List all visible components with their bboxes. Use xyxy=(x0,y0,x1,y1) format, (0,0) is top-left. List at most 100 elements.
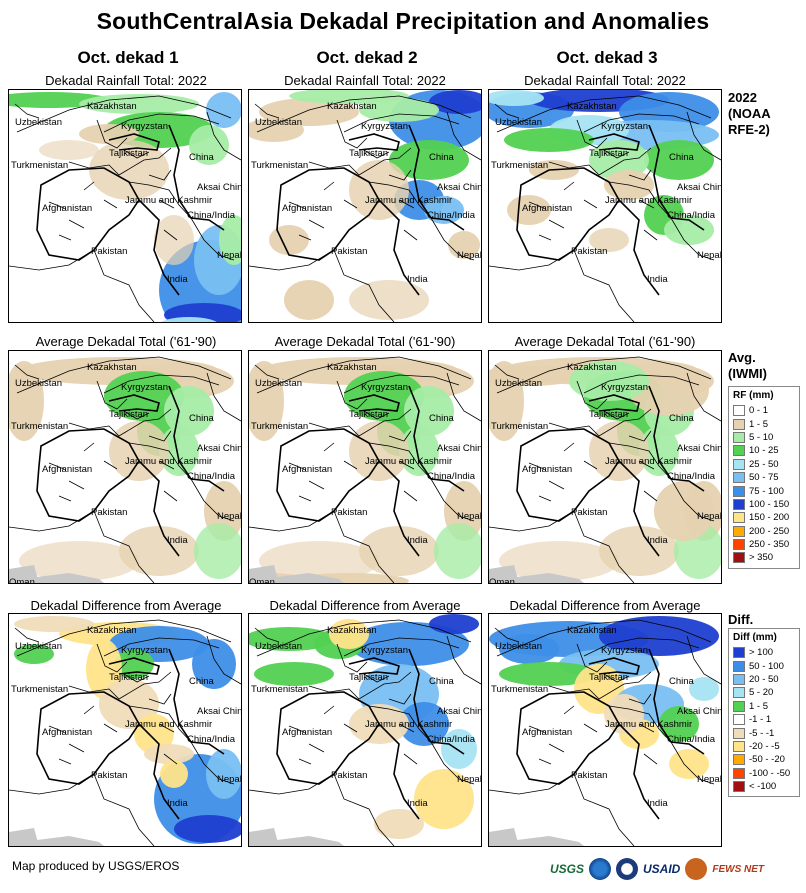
precip-region xyxy=(429,614,479,634)
precip-region xyxy=(604,694,644,734)
legend-label: 150 - 200 xyxy=(749,512,790,524)
place-label-pakistan: Pakistan xyxy=(571,770,608,781)
place-label-china-india: China/India xyxy=(427,471,476,482)
legend-swatch xyxy=(733,418,745,430)
place-label-kyrgyzstan: Kyrgyzstan xyxy=(361,645,408,656)
place-label-china: China xyxy=(189,676,214,687)
precip-region xyxy=(39,140,99,160)
precip-region xyxy=(119,526,199,576)
place-label-afghanistan: Afghanistan xyxy=(522,203,573,214)
country-border xyxy=(256,356,472,394)
country-border xyxy=(123,149,178,241)
map-canvas xyxy=(489,90,721,322)
place-label-aksai-chin: Aksai Chin xyxy=(437,706,482,717)
place-label-kazakhstan: Kazakhstan xyxy=(87,362,137,373)
precip-region xyxy=(489,366,579,386)
place-label-kazakhstan: Kazakhstan xyxy=(567,625,617,636)
place-label-tajikistan: Tajikistan xyxy=(589,148,629,159)
precip-region xyxy=(349,421,409,481)
precip-region xyxy=(249,118,304,142)
country-border xyxy=(489,510,575,532)
diff-legend-entry: > 100 xyxy=(733,646,795,659)
country-border xyxy=(343,637,460,657)
country-border xyxy=(548,408,652,437)
country-border xyxy=(408,385,465,492)
legend-swatch xyxy=(733,552,745,564)
legend-swatch xyxy=(733,485,745,497)
country-border xyxy=(548,671,652,700)
map-canvas xyxy=(9,90,241,322)
country-border xyxy=(588,657,640,675)
country-border xyxy=(686,635,721,685)
diff-legend-entry: 5 - 20 xyxy=(733,686,795,699)
country-border xyxy=(648,385,705,492)
country-border xyxy=(583,113,700,133)
diff-legend-entry: -20 - -5 xyxy=(733,740,795,753)
place-label-nepal: Nepal xyxy=(697,511,722,522)
country-border xyxy=(93,773,155,846)
country-border xyxy=(128,705,192,743)
precip-region xyxy=(109,421,169,481)
precip-region xyxy=(689,677,719,701)
country-border xyxy=(408,124,465,231)
precip-region xyxy=(134,714,174,754)
country-border xyxy=(16,619,232,657)
map-difference-dekad-3: Kazakhstan Uzbekistan Kyrgyzstan Turkmenist… xyxy=(488,613,722,847)
country-border xyxy=(14,103,40,119)
country-border xyxy=(249,249,335,271)
place-label-kyrgyzstan: Kyrgyzstan xyxy=(121,121,168,132)
legend-swatch xyxy=(733,498,745,510)
map-difference-dekad-2: Kazakhstan Uzbekistan Kyrgyzstan Turkmenist… xyxy=(248,613,482,847)
precip-region xyxy=(664,215,714,245)
place-label-jammu-kashmir: Jammu and Kashmir xyxy=(365,195,453,206)
country-border xyxy=(48,705,118,765)
place-label-india: India xyxy=(407,535,428,546)
country-border xyxy=(368,181,432,219)
country-border xyxy=(496,619,712,657)
place-label-kyrgyzstan: Kyrgyzstan xyxy=(361,121,408,132)
legend-swatch xyxy=(733,740,745,752)
rf-legend-entry: 25 - 50 xyxy=(733,458,795,471)
country-border xyxy=(249,510,335,532)
map-canvas xyxy=(9,614,241,846)
country-border xyxy=(670,478,715,522)
country-border xyxy=(363,673,418,765)
precip-region xyxy=(284,280,334,320)
place-label-aksai-chin: Aksai Chin xyxy=(677,443,722,454)
legend-swatch xyxy=(733,687,745,699)
rainfall-legend-title: RF (mm) xyxy=(733,390,774,401)
place-label-uzbekistan: Uzbekistan xyxy=(255,117,302,128)
place-label-afghanistan: Afghanistan xyxy=(42,203,93,214)
country-border xyxy=(276,691,380,785)
legend-label: 5 - 10 xyxy=(749,431,774,443)
row3-subtitle-3: Dekadal Difference from Average xyxy=(509,598,701,613)
legend-label: 50 - 100 xyxy=(749,660,784,672)
place-label-tajikistan: Tajikistan xyxy=(109,409,149,420)
place-label-afghanistan: Afghanistan xyxy=(42,464,93,475)
place-label-india: India xyxy=(407,798,428,809)
place-label-kazakhstan: Kazakhstan xyxy=(87,625,137,636)
country-border xyxy=(408,648,465,755)
place-label-india: India xyxy=(167,535,188,546)
precip-region xyxy=(489,90,544,106)
country-border xyxy=(108,133,160,151)
country-border xyxy=(190,741,235,785)
place-label-india: India xyxy=(167,798,188,809)
legend-label: -1 - 1 xyxy=(749,714,772,726)
country-border xyxy=(36,428,140,522)
country-border xyxy=(446,635,481,685)
place-label-india: India xyxy=(167,274,188,285)
country-border xyxy=(14,627,40,643)
precip-region xyxy=(14,616,94,632)
country-border xyxy=(573,510,635,583)
place-label-nepal: Nepal xyxy=(697,774,722,785)
row1-subtitle-3: Dekadal Rainfall Total: 2022 xyxy=(524,73,686,88)
place-label-uzbekistan: Uzbekistan xyxy=(15,117,62,128)
precip-region xyxy=(599,616,719,656)
place-label-oman: Oman xyxy=(249,577,275,584)
country-border xyxy=(16,356,232,394)
country-border xyxy=(583,637,700,657)
place-label-pakistan: Pakistan xyxy=(571,507,608,518)
country-border xyxy=(103,637,220,657)
precip-region xyxy=(192,639,236,689)
